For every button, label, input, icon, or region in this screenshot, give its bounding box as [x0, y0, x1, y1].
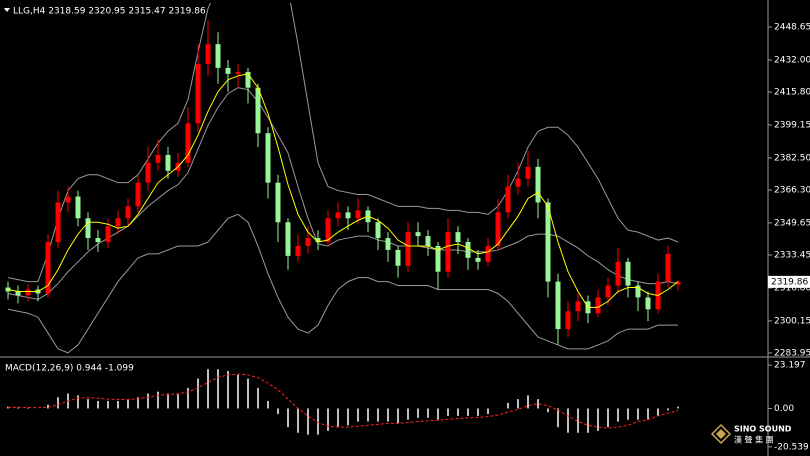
candle-body — [245, 71, 251, 88]
price-box — [768, 275, 810, 288]
candle-body — [575, 301, 581, 312]
watermark: SINO SOUND 漢 聲 集 團 — [710, 423, 792, 445]
candle-body — [535, 166, 541, 203]
candle-body — [185, 123, 191, 163]
candle-body — [285, 222, 291, 256]
candle-body — [475, 257, 481, 262]
candles-layer — [5, 20, 681, 345]
candle-body — [45, 242, 51, 294]
band-middle — [7, 87, 679, 300]
y-tick-label: 23.197 — [774, 361, 806, 371]
candle-body — [305, 238, 311, 246]
y-tick-label: 2399.15 — [774, 120, 810, 130]
candle-body — [355, 210, 361, 219]
axis-layer: 2448.65 2432.00 2415.80 2399.15 2382.50 2366.… — [768, 23, 810, 452]
candle-body — [465, 242, 471, 258]
candle-body — [665, 253, 671, 282]
candle-body — [485, 245, 491, 262]
candle-body — [5, 287, 11, 292]
candle-body — [155, 154, 161, 163]
candle-body — [295, 245, 301, 256]
candle-body — [495, 212, 501, 246]
candle-body — [675, 281, 681, 285]
candle-body — [215, 44, 221, 68]
menu-triangle — [4, 8, 10, 12]
candle-body — [505, 186, 511, 213]
y-tick-label: 2349.65 — [774, 218, 810, 228]
candle-body — [195, 63, 201, 124]
y-tick-label: 2366.30 — [774, 185, 810, 195]
candle-body — [545, 202, 551, 282]
candle-body — [25, 289, 31, 296]
candle-body — [205, 44, 211, 64]
brand: SINO SOUND — [734, 425, 792, 434]
candle-body — [385, 238, 391, 250]
candle-body — [455, 232, 461, 243]
candle-body — [615, 261, 621, 286]
y-tick-label: 2382.50 — [774, 153, 810, 163]
candle-body — [75, 196, 81, 219]
y-tick-label: 2415.80 — [774, 88, 810, 98]
macd-layer — [7, 369, 679, 435]
logo-icon — [710, 423, 732, 445]
candle-body — [335, 212, 341, 219]
candle-body — [65, 196, 71, 203]
y-tick-label: -20.539 — [774, 442, 809, 452]
candle-body — [525, 166, 531, 179]
candle-body — [255, 87, 261, 134]
candle-body — [55, 202, 61, 243]
chart-title: LLG,H4 2318.59 2320.95 2315.47 2319.86 — [13, 7, 206, 17]
candle-body — [645, 297, 651, 310]
candle-body — [445, 232, 451, 272]
logo-core — [716, 429, 726, 439]
candle-body — [405, 232, 411, 266]
band-upper — [7, 3, 679, 283]
candle-body — [595, 297, 601, 314]
macd-signal — [7, 373, 679, 429]
bands-layer — [7, 3, 679, 354]
candle-body — [555, 281, 561, 330]
candle-body — [275, 182, 281, 223]
y-tick-label: 2432.00 — [774, 55, 810, 65]
candle-body — [345, 212, 351, 219]
y-tick-label: 2300.15 — [774, 316, 810, 326]
candle-body — [435, 245, 441, 272]
y-tick-label: 2448.65 — [774, 23, 810, 33]
candle-body — [315, 238, 321, 243]
candle-body — [605, 285, 611, 298]
candle-body — [635, 285, 641, 298]
candle-body — [415, 232, 421, 237]
current-price: 2319.86 — [771, 277, 808, 287]
candle-body — [165, 154, 171, 171]
y-tick-label: 0.00 — [774, 404, 794, 414]
candle-body — [425, 236, 431, 246]
y-tick-label: 2283.95 — [774, 348, 810, 358]
candle-body — [95, 238, 101, 243]
candle-body — [235, 71, 241, 74]
candle-body — [125, 206, 131, 219]
macd-label: MACD(12,26,9) 0.944 -1.099 — [5, 364, 134, 374]
candle-body — [145, 162, 151, 183]
candle-body — [225, 67, 231, 74]
candle-body — [265, 133, 271, 183]
candle-body — [15, 291, 21, 296]
candle-body — [625, 261, 631, 286]
candle-body — [135, 182, 141, 207]
brand-chinese: 漢 聲 集 團 — [734, 435, 774, 445]
moving-average — [7, 73, 679, 308]
candle-body — [395, 249, 401, 266]
band-lower — [7, 213, 678, 354]
y-tick-label: 2333.45 — [774, 250, 810, 260]
candle-body — [515, 178, 521, 187]
candle-body — [105, 226, 111, 243]
candle-body — [115, 218, 121, 227]
candle-body — [375, 222, 381, 239]
candle-body — [565, 311, 571, 330]
candle-body — [325, 218, 331, 243]
candle-body — [85, 218, 91, 239]
y-tick-label: 2316.80 — [774, 283, 810, 293]
